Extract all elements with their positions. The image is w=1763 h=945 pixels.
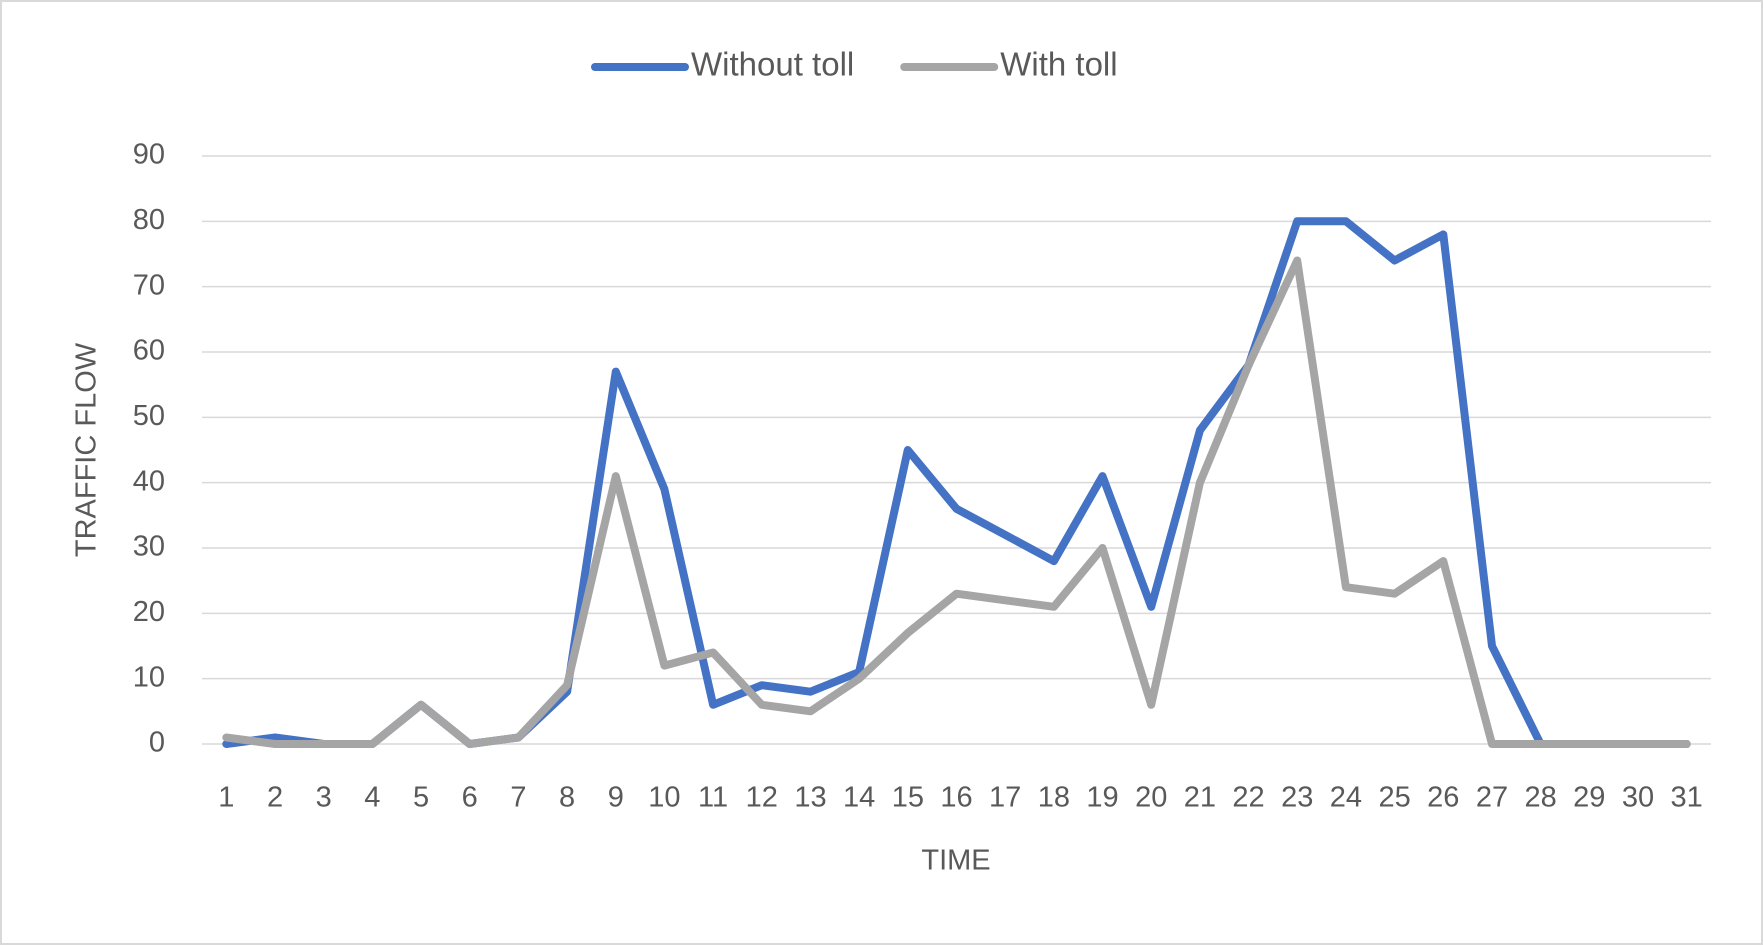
x-axis-title: TIME xyxy=(921,845,990,877)
y-tick-label: 20 xyxy=(133,596,165,628)
y-tick-label: 0 xyxy=(149,727,165,759)
y-tick-label: 80 xyxy=(133,204,165,236)
x-tick-label: 8 xyxy=(559,782,575,814)
x-tick-label: 22 xyxy=(1232,782,1264,814)
x-tick-label: 23 xyxy=(1281,782,1313,814)
x-tick-label: 10 xyxy=(648,782,680,814)
x-tick-label: 6 xyxy=(462,782,478,814)
y-axis-title: TRAFFIC FLOW xyxy=(71,342,103,557)
x-tick-label: 29 xyxy=(1573,782,1605,814)
x-tick-label: 5 xyxy=(413,782,429,814)
x-tick-label: 12 xyxy=(746,782,778,814)
y-tick-label: 50 xyxy=(133,400,165,432)
x-tick-label: 7 xyxy=(510,782,526,814)
x-tick-label: 14 xyxy=(843,782,875,814)
x-tick-label: 25 xyxy=(1378,782,1410,814)
x-tick-label: 30 xyxy=(1622,782,1654,814)
x-tick-label: 2 xyxy=(267,782,283,814)
x-tick-label: 17 xyxy=(989,782,1021,814)
x-tick-label: 18 xyxy=(1038,782,1070,814)
x-tick-label: 15 xyxy=(892,782,924,814)
y-tick-label: 10 xyxy=(133,661,165,693)
x-tick-label: 19 xyxy=(1086,782,1118,814)
y-tick-label: 40 xyxy=(133,465,165,497)
x-tick-label: 27 xyxy=(1476,782,1508,814)
y-tick-label: 60 xyxy=(133,335,165,367)
x-tick-label: 9 xyxy=(608,782,624,814)
series-line xyxy=(222,256,1691,748)
x-tick-label: 20 xyxy=(1135,782,1167,814)
y-tick-label: 90 xyxy=(133,139,165,171)
x-tick-label: 24 xyxy=(1330,782,1362,814)
x-tick-label: 16 xyxy=(940,782,972,814)
x-tick-label: 4 xyxy=(364,782,380,814)
x-tick-label: 11 xyxy=(698,782,728,814)
legend-label: Without toll xyxy=(691,46,854,83)
x-tick-label: 21 xyxy=(1184,782,1216,814)
legend-label: With toll xyxy=(1000,46,1117,83)
y-tick-label: 30 xyxy=(133,531,165,563)
x-tick-label: 26 xyxy=(1427,782,1459,814)
x-tick-label: 13 xyxy=(794,782,826,814)
y-tick-label: 70 xyxy=(133,269,165,301)
x-tick-label: 1 xyxy=(218,782,234,814)
x-tick-label: 28 xyxy=(1524,782,1556,814)
x-tick-label: 31 xyxy=(1671,782,1703,814)
x-tick-label: 3 xyxy=(316,782,332,814)
